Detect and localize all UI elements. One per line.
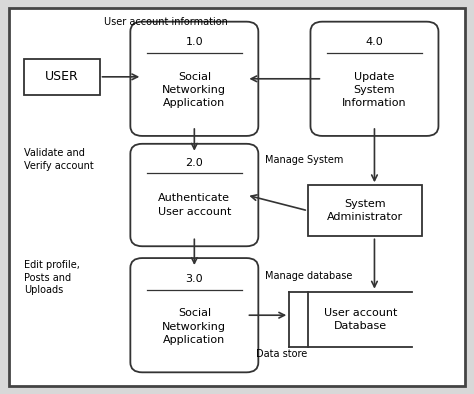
Text: USER: USER: [45, 71, 79, 83]
Text: Social
Networking
Application: Social Networking Application: [162, 72, 227, 108]
FancyBboxPatch shape: [24, 59, 100, 95]
Text: 1.0: 1.0: [185, 37, 203, 47]
FancyBboxPatch shape: [130, 144, 258, 246]
FancyBboxPatch shape: [310, 22, 438, 136]
FancyBboxPatch shape: [130, 258, 258, 372]
Text: Data store: Data store: [256, 349, 307, 359]
FancyBboxPatch shape: [9, 8, 465, 386]
Text: 3.0: 3.0: [185, 274, 203, 284]
FancyBboxPatch shape: [130, 22, 258, 136]
Text: User account
Database: User account Database: [324, 308, 397, 331]
Text: Update
System
Information: Update System Information: [342, 72, 407, 108]
Text: Manage database: Manage database: [265, 271, 353, 281]
Text: Manage System: Manage System: [265, 154, 344, 165]
Text: Social
Networking
Application: Social Networking Application: [162, 309, 227, 345]
Text: User account information: User account information: [104, 17, 228, 27]
Text: 2.0: 2.0: [185, 158, 203, 168]
Text: Validate and
Verify account: Validate and Verify account: [24, 149, 93, 171]
Text: 4.0: 4.0: [365, 37, 383, 47]
Text: Edit profile,
Posts and
Uploads: Edit profile, Posts and Uploads: [24, 260, 80, 295]
Text: Authenticate
User account: Authenticate User account: [158, 193, 231, 217]
FancyBboxPatch shape: [308, 185, 422, 236]
Text: System
Administrator: System Administrator: [327, 199, 403, 222]
